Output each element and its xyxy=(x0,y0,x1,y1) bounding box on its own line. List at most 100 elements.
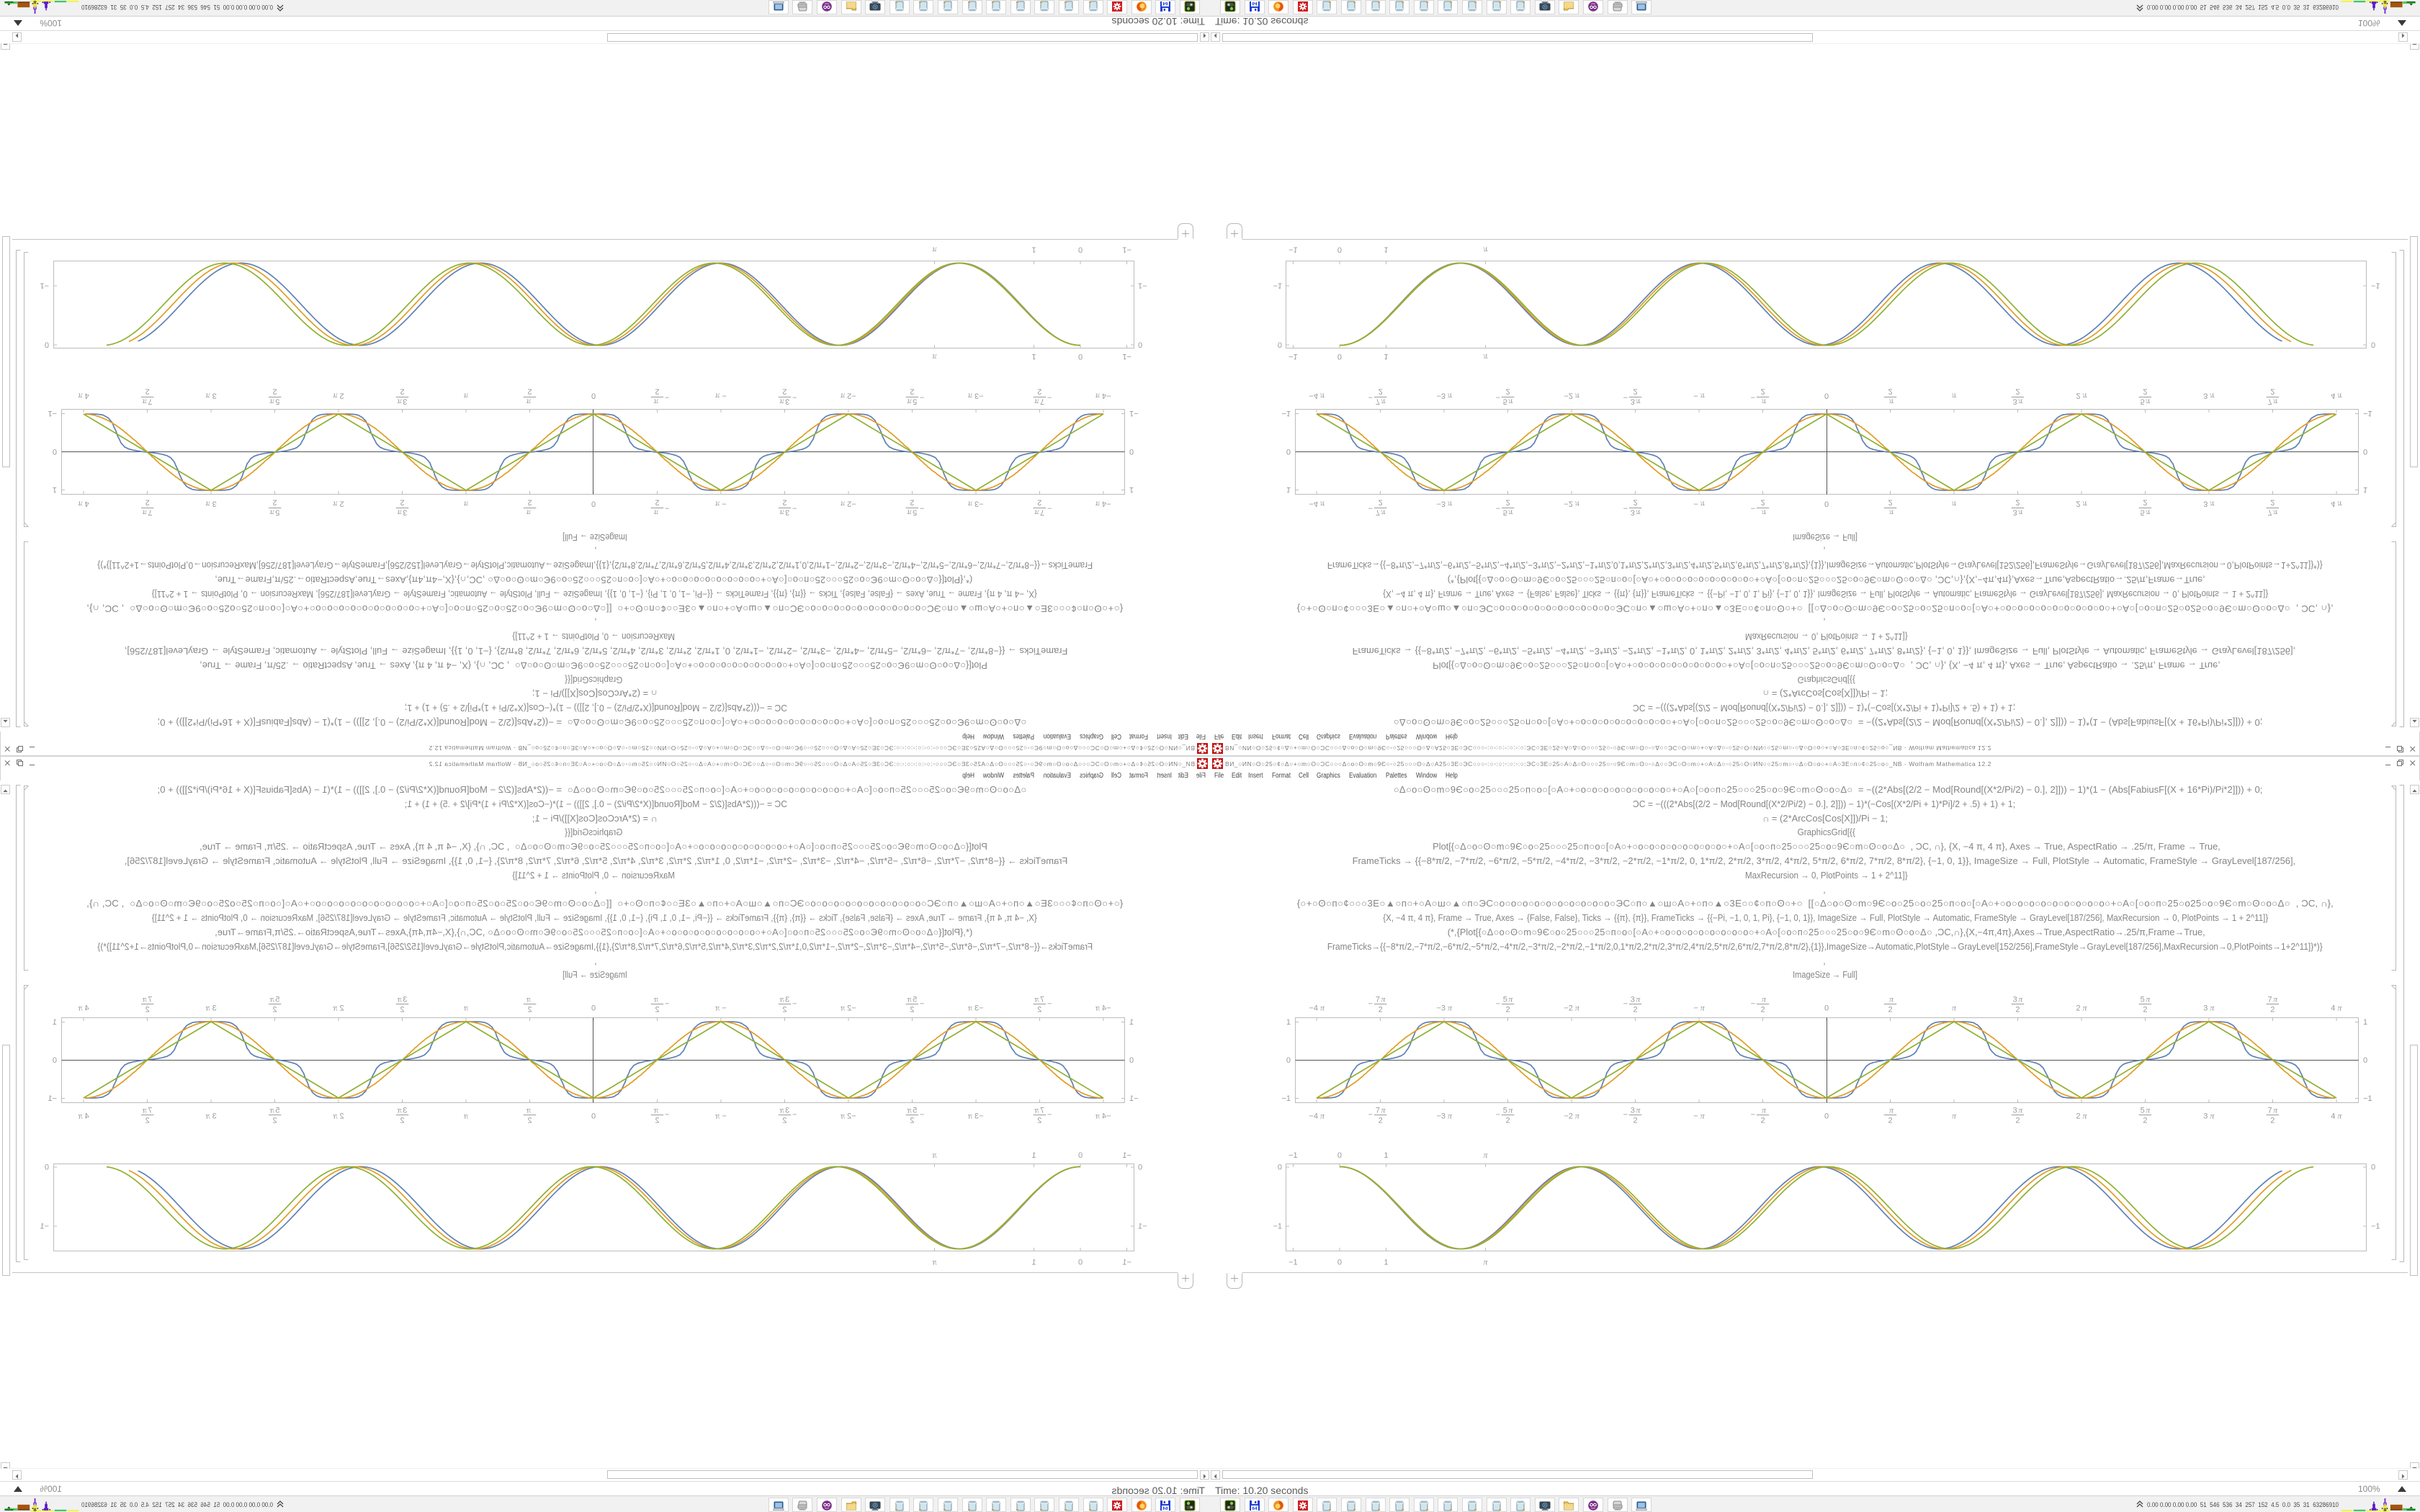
svg-text:3π: 3π xyxy=(1631,508,1641,518)
svg-text:−1: −1 xyxy=(1289,1151,1298,1160)
svg-text:−3 π: −3 π xyxy=(967,500,984,510)
svg-text:π: π xyxy=(463,500,468,510)
svg-text:π: π xyxy=(1952,1111,1957,1121)
svg-text:π: π xyxy=(1483,352,1488,362)
svg-text:2: 2 xyxy=(1037,387,1041,396)
svg-text:2: 2 xyxy=(1037,1117,1041,1125)
svg-text:5π: 5π xyxy=(269,397,280,408)
svg-text:0: 0 xyxy=(1129,447,1134,456)
svg-text:−: − xyxy=(1496,504,1500,513)
svg-text:0: 0 xyxy=(1824,500,1829,508)
svg-text:−: − xyxy=(1496,1000,1500,1009)
svg-text:−1: −1 xyxy=(40,282,49,290)
svg-text:2: 2 xyxy=(655,498,659,507)
svg-text:−: − xyxy=(665,393,669,402)
svg-text:0: 0 xyxy=(1078,352,1083,361)
svg-text:2: 2 xyxy=(527,498,532,507)
svg-text:π: π xyxy=(653,508,658,518)
svg-text:0: 0 xyxy=(53,447,57,456)
svg-text:2: 2 xyxy=(1888,1117,1892,1125)
svg-text:π: π xyxy=(526,1105,531,1115)
svg-text:5π: 5π xyxy=(269,508,280,518)
svg-text:−: − xyxy=(1496,1111,1500,1120)
svg-text:− π: − π xyxy=(714,500,726,510)
svg-text:0: 0 xyxy=(1337,1259,1342,1267)
svg-text:2: 2 xyxy=(1506,387,1510,396)
svg-text:2 π: 2 π xyxy=(333,1003,344,1013)
svg-text:2: 2 xyxy=(527,1117,532,1125)
svg-text:3π: 3π xyxy=(1631,397,1641,408)
svg-text:2: 2 xyxy=(1634,1117,1638,1125)
svg-text:−2 π: −2 π xyxy=(840,500,856,510)
svg-text:2 π: 2 π xyxy=(333,1111,344,1121)
svg-text:7π: 7π xyxy=(142,397,153,408)
svg-text:2: 2 xyxy=(2015,1006,2020,1014)
svg-text:−: − xyxy=(920,393,924,402)
svg-text:5π: 5π xyxy=(269,1105,280,1115)
svg-text:−2 π: −2 π xyxy=(1564,1003,1580,1013)
svg-text:2: 2 xyxy=(2015,387,2020,396)
svg-text:2: 2 xyxy=(782,498,786,507)
svg-text:7π: 7π xyxy=(1034,397,1044,408)
svg-text:−3 π: −3 π xyxy=(967,1111,984,1121)
svg-text:4 π: 4 π xyxy=(2331,1111,2342,1121)
svg-text:2 π: 2 π xyxy=(2076,1111,2087,1121)
svg-text:−3 π: −3 π xyxy=(967,1003,984,1013)
svg-text:−1: −1 xyxy=(2371,1222,2380,1230)
svg-text:2: 2 xyxy=(145,1006,150,1014)
svg-text:−: − xyxy=(1751,1111,1755,1120)
svg-text:−: − xyxy=(665,1000,669,1009)
svg-text:π: π xyxy=(1483,246,1488,256)
svg-text:−3 π: −3 π xyxy=(1436,1003,1453,1013)
svg-text:4 π: 4 π xyxy=(78,1003,89,1013)
svg-text:− π: − π xyxy=(1693,500,1705,510)
svg-text:3π: 3π xyxy=(779,1105,790,1115)
svg-text:π: π xyxy=(1889,508,1894,518)
svg-text:5π: 5π xyxy=(2141,1105,2151,1115)
svg-text:2: 2 xyxy=(145,1117,150,1125)
svg-text:2: 2 xyxy=(2143,1117,2147,1125)
svg-text:2 π: 2 π xyxy=(333,500,344,510)
svg-text:5π: 5π xyxy=(2141,397,2151,408)
svg-text:1: 1 xyxy=(1032,246,1036,254)
svg-text:−: − xyxy=(792,504,797,513)
svg-text:2 π: 2 π xyxy=(2076,392,2087,402)
svg-text:π: π xyxy=(526,397,531,408)
svg-text:3π: 3π xyxy=(397,994,408,1004)
svg-text:2: 2 xyxy=(1379,1117,1383,1125)
svg-text:0: 0 xyxy=(2363,1056,2367,1065)
svg-text:5π: 5π xyxy=(907,1105,918,1115)
svg-text:1: 1 xyxy=(1286,485,1291,494)
svg-text:−4 π: −4 π xyxy=(1309,1003,1325,1013)
svg-text:2: 2 xyxy=(273,387,277,396)
svg-text:1: 1 xyxy=(2363,1018,2367,1027)
svg-text:5π: 5π xyxy=(2141,994,2151,1004)
svg-text:0: 0 xyxy=(591,392,596,400)
svg-text:2: 2 xyxy=(1888,387,1892,396)
svg-text:π: π xyxy=(932,1150,937,1160)
svg-text:2: 2 xyxy=(1888,498,1892,507)
svg-text:−1: −1 xyxy=(1281,1094,1291,1103)
svg-text:64: 64 xyxy=(1252,1506,1258,1511)
svg-text:64: 64 xyxy=(1162,1,1168,6)
svg-text:− π: − π xyxy=(1693,1003,1705,1013)
svg-text:−: − xyxy=(1623,1111,1628,1120)
svg-text:−: − xyxy=(665,1111,669,1120)
svg-text:4 π: 4 π xyxy=(2331,392,2342,402)
svg-text:−1: −1 xyxy=(48,1094,57,1103)
svg-text:−: − xyxy=(1623,1000,1628,1009)
svg-text:5π: 5π xyxy=(2141,508,2151,518)
svg-text:3 π: 3 π xyxy=(205,392,217,402)
svg-text:π: π xyxy=(1762,994,1767,1004)
svg-text:0: 0 xyxy=(1138,1163,1142,1171)
svg-text:2: 2 xyxy=(1634,387,1638,396)
svg-text:− π: − π xyxy=(714,1111,726,1121)
svg-text:π: π xyxy=(1483,1257,1488,1267)
svg-text:−1: −1 xyxy=(40,1222,49,1230)
svg-text:π: π xyxy=(932,246,937,256)
svg-text:1: 1 xyxy=(1384,1259,1388,1267)
svg-text:π: π xyxy=(1952,1003,1957,1013)
svg-text:5π: 5π xyxy=(1503,397,1514,408)
svg-text:−1: −1 xyxy=(1273,282,1282,290)
svg-text:2: 2 xyxy=(400,1117,405,1125)
